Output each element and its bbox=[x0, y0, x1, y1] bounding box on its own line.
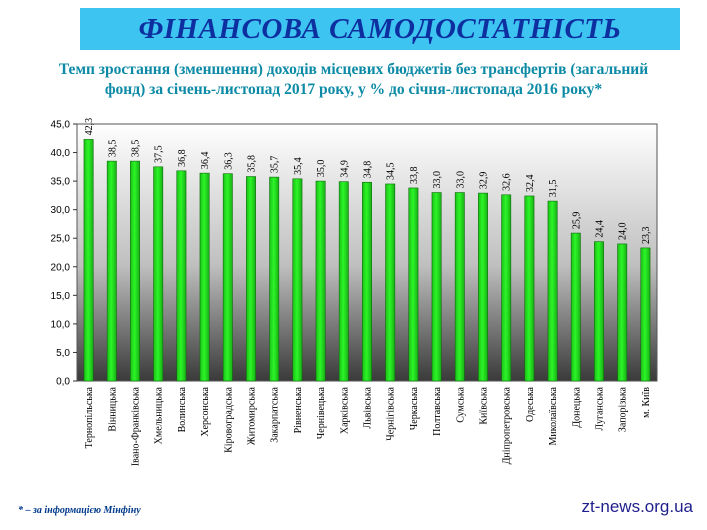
bar bbox=[338, 181, 349, 382]
bar bbox=[408, 187, 419, 382]
bar bbox=[292, 178, 303, 382]
footnote: * – за інформацією Мінфіну bbox=[18, 505, 141, 516]
bar-value-label: 35,8 bbox=[247, 155, 258, 173]
x-category-label: Рівненська bbox=[293, 386, 304, 433]
bar-value-label: 38,5 bbox=[107, 140, 118, 158]
subtitle-line-1: Темп зростання (зменшення) доходів місце… bbox=[58, 61, 649, 78]
bar-value-label: 34,9 bbox=[339, 160, 350, 178]
x-category-label: Івано-Франківська bbox=[131, 386, 142, 466]
x-category-label: Волинська bbox=[177, 386, 188, 432]
bar-value-label: 34,8 bbox=[363, 161, 374, 179]
x-category-label: Одеська bbox=[525, 386, 536, 422]
bar-value-label: 31,5 bbox=[548, 180, 559, 198]
x-category-label: Чернігівська bbox=[386, 386, 397, 440]
y-tick-label: 30,0 bbox=[51, 205, 71, 216]
bar bbox=[594, 241, 604, 382]
bar-chart: 0,0 5,0 10,0 15,0 20,0 25,0 30,0 35,0 40,0 45,0 4… bbox=[51, 118, 658, 466]
bar bbox=[454, 192, 465, 382]
bar bbox=[478, 192, 488, 382]
bar bbox=[501, 194, 512, 382]
bar-value-label: 24,0 bbox=[618, 222, 629, 240]
bar bbox=[547, 200, 558, 382]
bar-value-label: 24,4 bbox=[595, 220, 606, 238]
bar bbox=[222, 173, 233, 382]
bar-value-label: 33,0 bbox=[455, 171, 466, 189]
bar bbox=[362, 181, 372, 382]
bar-value-label: 32,4 bbox=[525, 174, 536, 192]
bar bbox=[315, 180, 326, 382]
y-tick-label: 5,0 bbox=[56, 348, 70, 359]
bar-value-label: 35,7 bbox=[270, 156, 281, 174]
bar bbox=[617, 243, 628, 382]
x-category-label: Житомирська bbox=[247, 386, 258, 445]
y-tick-label: 20,0 bbox=[51, 262, 71, 273]
x-category-label: Запорізька bbox=[618, 386, 629, 432]
x-category-label: Тернопільська bbox=[84, 386, 95, 448]
bar bbox=[83, 139, 94, 382]
bar-value-label: 42,3 bbox=[84, 118, 95, 136]
x-category-label: Дніпропетровська bbox=[502, 386, 513, 464]
x-category-label: Вінницька bbox=[107, 386, 118, 431]
x-category-label: Київська bbox=[479, 386, 490, 424]
x-category-label: м. Київ bbox=[641, 387, 652, 418]
bar-value-label: 23,3 bbox=[641, 226, 652, 244]
x-category-label: Хмельницька bbox=[154, 386, 165, 444]
y-tick-label: 25,0 bbox=[51, 234, 71, 245]
title-banner: ФІНАНСОВА САМОДОСТАТНІСТЬ bbox=[80, 8, 680, 50]
x-category-label: Сумська bbox=[455, 386, 466, 422]
x-category-label: Херсонська bbox=[200, 386, 211, 436]
chart-subtitle: Темп зростання (зменшення) доходів місце… bbox=[0, 60, 707, 100]
x-category-label: Чернівецька bbox=[316, 386, 327, 439]
bar-value-label: 34,5 bbox=[386, 162, 397, 180]
bar-value-label: 36,3 bbox=[223, 152, 234, 170]
x-category-label: Закарпатська bbox=[270, 386, 281, 442]
bar-value-label: 25,9 bbox=[571, 212, 582, 230]
banner-title: ФІНАНСОВА САМОДОСТАТНІСТЬ bbox=[138, 12, 622, 45]
bar-value-label: 36,8 bbox=[177, 149, 188, 167]
x-category-label: Донецька bbox=[571, 386, 582, 427]
bar-value-label: 38,5 bbox=[131, 140, 142, 158]
bar bbox=[246, 176, 256, 382]
y-tick-label: 10,0 bbox=[51, 319, 71, 330]
bar bbox=[199, 172, 210, 382]
bar-value-label: 36,4 bbox=[200, 152, 211, 170]
y-tick-label: 15,0 bbox=[51, 291, 71, 302]
bar-value-label: 33,8 bbox=[409, 166, 420, 184]
bar bbox=[176, 170, 187, 382]
bar bbox=[153, 166, 164, 382]
bar-value-label: 33,0 bbox=[432, 171, 443, 189]
x-category-label: Луганська bbox=[595, 386, 606, 430]
bar bbox=[640, 247, 651, 382]
x-category-label: Львівська bbox=[363, 386, 374, 428]
bar-value-label: 37,5 bbox=[154, 145, 165, 163]
bar bbox=[106, 160, 117, 382]
x-category-label: Харківська bbox=[339, 386, 350, 434]
bar-value-label: 35,4 bbox=[293, 157, 304, 175]
x-category-label: Полтавська bbox=[432, 386, 443, 435]
bar-value-label: 35,0 bbox=[316, 160, 327, 178]
bar bbox=[570, 232, 581, 382]
x-category-label: Кіровоградська bbox=[223, 386, 234, 452]
bar bbox=[385, 183, 396, 382]
watermark: zt-news.org.ua bbox=[581, 497, 694, 516]
bar bbox=[130, 160, 140, 382]
bar-value-label: 32,9 bbox=[479, 172, 490, 190]
y-tick-label: 0,0 bbox=[56, 377, 70, 388]
bar bbox=[431, 192, 442, 382]
x-category-label: Черкаська bbox=[409, 386, 420, 430]
y-tick-label: 40,0 bbox=[51, 148, 71, 159]
bar bbox=[524, 195, 535, 382]
subtitle-line-2: фонд) за січень-листопад 2017 року, у % … bbox=[104, 81, 603, 98]
bar bbox=[269, 176, 280, 382]
y-tick-label: 35,0 bbox=[51, 177, 71, 188]
bar-value-label: 32,6 bbox=[502, 173, 513, 191]
y-tick-label: 45,0 bbox=[51, 120, 71, 131]
x-category-label: Миколаївська bbox=[548, 386, 559, 445]
